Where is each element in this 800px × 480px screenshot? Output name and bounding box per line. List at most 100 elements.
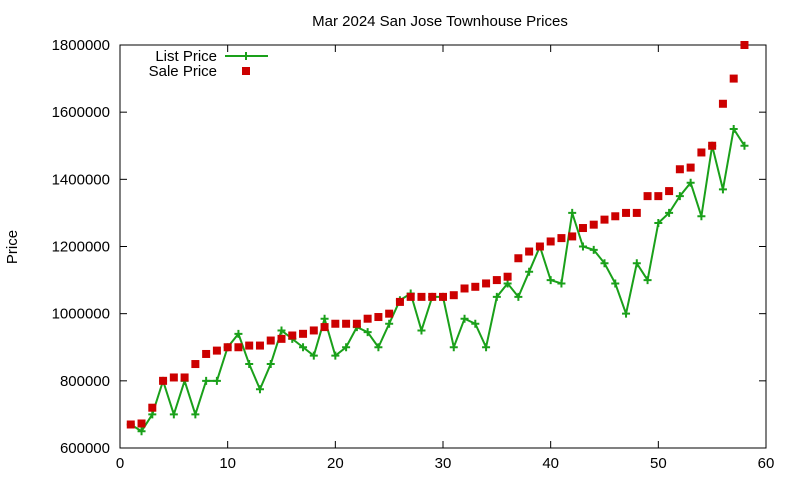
sale-price-point [622,208,631,217]
list-price-point [675,192,684,201]
list-price-point [643,276,652,285]
series-layer [126,41,749,436]
sale-price-point [557,234,566,243]
sale-price-point [611,212,620,221]
list-price-point [686,178,695,187]
y-axis-label: Price [4,230,21,264]
sale-price-point [374,313,383,322]
sale-price-point [697,148,706,157]
sale-price-point [277,334,286,343]
list-price-point [417,326,426,335]
sale-price-point [665,187,674,196]
list-price-point [255,385,264,394]
sale-price-point [632,208,641,217]
sale-price-point [589,220,598,229]
list-price-point [697,212,706,221]
list-price-point [460,314,469,323]
sale-price-point [395,297,404,306]
sale-price-point [191,360,200,369]
sale-price-point [439,292,447,301]
list-price-point [342,343,351,352]
list-price-point [331,351,340,360]
sale-price-point [482,279,491,288]
x-tick-label: 10 [219,455,236,472]
list-price-point [665,208,674,217]
legend-marker-list-price [242,52,250,60]
x-tick-label: 20 [327,455,344,472]
list-price-point [471,319,480,328]
sale-price-point [342,319,351,328]
sale-price-point [320,323,329,332]
sale-price-point [331,319,340,328]
y-axis-ticks: 600000 800000 1000000 1200000 1400000 1600000… [52,37,766,457]
sale-price-point [180,373,189,382]
list-price-point [503,279,512,288]
sale-price-point [718,99,727,108]
list-price-point [245,360,254,369]
list-price-point [632,259,641,268]
sale-price-point [406,292,415,301]
y-tick-label: 800000 [60,373,110,390]
sale-price-point [740,41,749,49]
list-price-point [611,279,620,288]
sale-price-point [169,373,178,382]
sale-price-point [299,329,308,338]
list-price-point [299,343,308,352]
list-price-point [191,410,200,419]
list-price-point [600,259,609,268]
sale-price-point [223,343,232,352]
list-price-point [212,376,221,385]
list-price-point [557,279,566,288]
sale-price-point [137,419,146,428]
sale-price-point [729,74,738,83]
list-price-point [320,314,329,323]
sale-price-point [417,292,426,301]
sale-price-point [525,247,534,256]
list-price-point [482,343,491,352]
sale-price-point [492,276,501,285]
list-price-point [589,245,598,254]
sale-price-point [126,420,135,429]
list-price-point [729,124,738,133]
list-price-point [568,208,577,217]
x-tick-label: 0 [116,455,124,472]
x-tick-label: 40 [542,455,559,472]
list-price-line [130,126,746,433]
sale-price-point [568,232,577,241]
list-price-point [385,319,394,328]
x-axis-ticks: 0 10 20 30 40 50 60 [116,45,774,472]
list-price-point [578,242,587,251]
plot-frame [119,44,767,449]
x-tick-label: 50 [650,455,667,472]
sale-price-point [266,336,275,345]
list-price-point [525,267,534,276]
sale-price-point [255,341,264,350]
sale-price-point [578,224,587,233]
sale-price-point [148,403,157,412]
sale-price-point [471,282,480,291]
legend-label-sale-price: Sale Price [149,63,217,80]
sale-price-point [309,326,318,335]
list-price-point [202,376,211,385]
y-tick-label: 1800000 [52,37,110,54]
list-price-point [374,343,383,352]
sale-price-point [460,284,469,293]
sale-price-point [503,272,512,281]
list-price-point [309,351,318,360]
sale-price-point [245,341,254,350]
sale-price-point [234,343,243,352]
sale-price-point [654,192,663,201]
list-price-point [514,292,523,301]
sale-price-point [212,346,221,355]
list-price-point [492,292,501,301]
y-tick-label: 1600000 [52,104,110,121]
sale-price-point [600,215,609,224]
y-tick-label: 1200000 [52,239,110,256]
sale-price-point [288,331,297,340]
list-price-point [546,276,555,285]
legend-label-list-price: List Price [155,48,217,65]
x-tick-label: 30 [435,455,452,472]
sale-price-point [535,242,544,251]
